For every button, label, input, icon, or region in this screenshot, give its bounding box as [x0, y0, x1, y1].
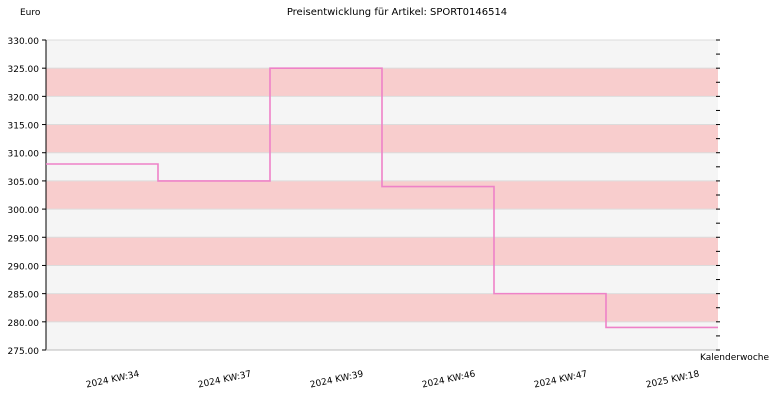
x-tick-label: 2024 KW:39: [309, 369, 364, 390]
x-axis-label: Kalenderwoche: [700, 353, 769, 363]
chart-title: Preisentwicklung für Artikel: SPORT01465…: [287, 7, 507, 18]
y-tick-label: 305.00: [8, 178, 40, 188]
y-tick-label: 300.00: [8, 206, 40, 216]
plot-band: [46, 321, 718, 350]
y-tick-label: 325.00: [8, 65, 40, 75]
y-tick-label: 280.00: [8, 319, 40, 329]
y-tick-label: 320.00: [8, 93, 40, 103]
y-tick-label: 330.00: [8, 37, 40, 47]
y-tick-label: 295.00: [8, 234, 40, 244]
x-tick-label: 2025 KW:18: [645, 369, 700, 390]
plot-band: [46, 293, 718, 322]
y-tick-label: 290.00: [8, 262, 40, 272]
price-series: [46, 67, 718, 329]
y-axis-label: Euro: [20, 8, 41, 18]
y-tick-label: 285.00: [8, 291, 40, 301]
axes: [45, 40, 718, 351]
price-step-line: [46, 67, 718, 329]
y-ticks: 275.00 280.00 285.00 290.00 295.00 300.00 305.…: [8, 37, 720, 357]
x-tick-label: 2024 KW:47: [533, 370, 588, 391]
plot-band: [46, 265, 718, 294]
y-tick-label: 310.00: [8, 150, 40, 160]
y-tick-label: 275.00: [8, 347, 40, 357]
x-tick-label: 2024 KW:34: [85, 369, 140, 390]
x-ticks: 2024 KW:34 2024 KW:37 2024 KW:39 2024 KW:46…: [85, 369, 700, 390]
x-tick-label: 2024 KW:37: [197, 370, 252, 391]
x-tick-label: 2024 KW:46: [421, 369, 476, 390]
plot-band: [46, 209, 718, 238]
plot-band: [46, 40, 718, 69]
y-tick-label: 315.00: [8, 122, 40, 132]
plot-band: [46, 237, 718, 266]
